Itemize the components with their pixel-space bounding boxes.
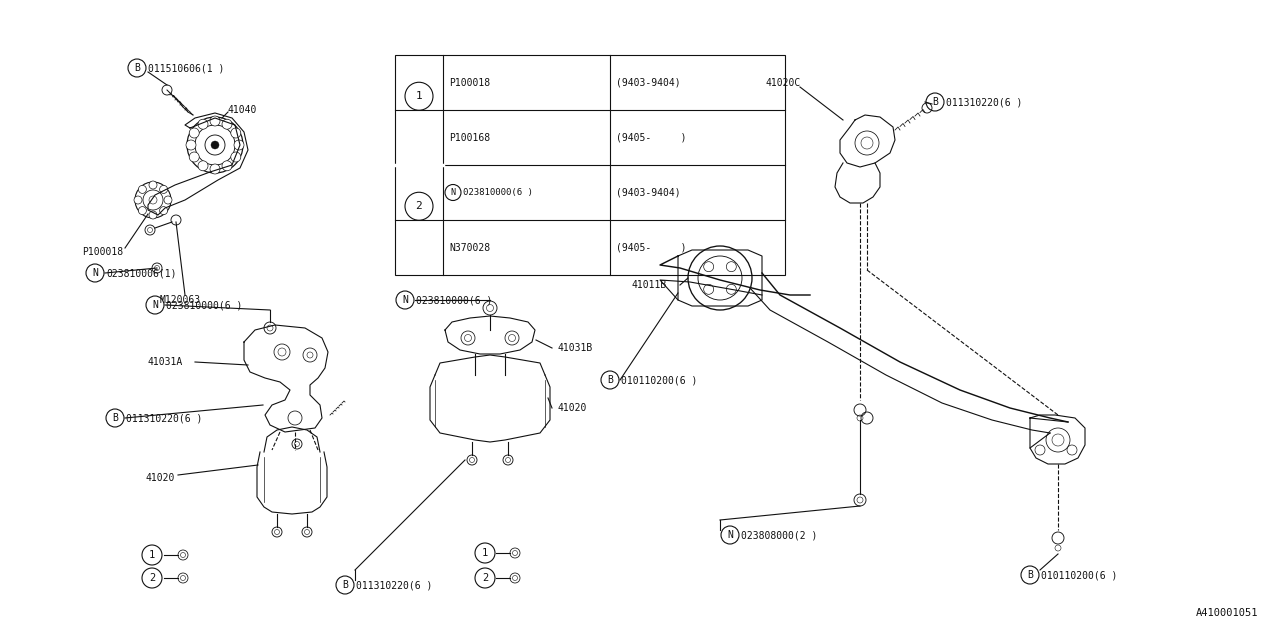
Text: 023808000(2 ): 023808000(2 ) — [741, 530, 818, 540]
Text: (9403-9404): (9403-9404) — [616, 77, 681, 88]
Text: B: B — [607, 375, 613, 385]
Circle shape — [160, 207, 168, 214]
Text: 41020: 41020 — [145, 473, 174, 483]
Circle shape — [221, 161, 232, 171]
Text: 1: 1 — [481, 548, 488, 558]
Text: (9405-     ): (9405- ) — [616, 243, 686, 253]
Text: (9403-9404): (9403-9404) — [616, 188, 681, 198]
Text: A410001051: A410001051 — [1196, 608, 1258, 618]
Circle shape — [134, 196, 142, 204]
Text: P100168: P100168 — [449, 132, 490, 143]
Text: P100018: P100018 — [449, 77, 490, 88]
Text: 023810000(6 ): 023810000(6 ) — [166, 300, 242, 310]
Circle shape — [148, 211, 157, 219]
Text: N: N — [152, 300, 157, 310]
Circle shape — [148, 181, 157, 189]
Text: 011310220(6 ): 011310220(6 ) — [946, 97, 1023, 107]
Text: 1: 1 — [148, 550, 155, 560]
Text: 1: 1 — [416, 92, 422, 101]
Circle shape — [211, 141, 219, 149]
Text: 023810006(1): 023810006(1) — [106, 268, 177, 278]
Text: (9405-     ): (9405- ) — [616, 132, 686, 143]
Text: P100018: P100018 — [82, 247, 123, 257]
Text: 41040: 41040 — [228, 105, 257, 115]
Circle shape — [198, 119, 207, 129]
Circle shape — [138, 207, 146, 214]
Text: 010110200(6 ): 010110200(6 ) — [621, 375, 698, 385]
Circle shape — [189, 128, 200, 138]
Text: 41020C: 41020C — [765, 78, 800, 88]
Text: N: N — [451, 188, 456, 197]
Text: 023810000(6 ): 023810000(6 ) — [416, 295, 493, 305]
Text: N: N — [402, 295, 408, 305]
Text: 2: 2 — [416, 201, 422, 211]
Text: 2: 2 — [481, 573, 488, 583]
Circle shape — [221, 119, 232, 129]
Text: B: B — [113, 413, 118, 423]
Text: 011310220(6 ): 011310220(6 ) — [356, 580, 433, 590]
Text: B: B — [932, 97, 938, 107]
Text: N: N — [92, 268, 99, 278]
Circle shape — [210, 164, 220, 174]
Text: 010110200(6 ): 010110200(6 ) — [1041, 570, 1117, 580]
Circle shape — [164, 196, 172, 204]
Circle shape — [160, 186, 168, 193]
Text: 023810000(6 ): 023810000(6 ) — [463, 188, 532, 197]
Circle shape — [198, 161, 207, 171]
Text: 41031B: 41031B — [558, 343, 593, 353]
Text: B: B — [342, 580, 348, 590]
Bar — [396, 55, 785, 275]
Text: 011510606(1 ): 011510606(1 ) — [148, 63, 224, 73]
Circle shape — [186, 140, 196, 150]
Text: M120063: M120063 — [160, 295, 201, 305]
Text: 011310220(6 ): 011310220(6 ) — [125, 413, 202, 423]
Circle shape — [230, 152, 241, 162]
Text: N: N — [727, 530, 733, 540]
Circle shape — [189, 152, 200, 162]
Text: 2: 2 — [148, 573, 155, 583]
Text: 41020: 41020 — [558, 403, 588, 413]
Text: B: B — [1027, 570, 1033, 580]
Text: B: B — [134, 63, 140, 73]
Text: 41011B: 41011B — [632, 280, 667, 290]
Text: 41031A: 41031A — [148, 357, 183, 367]
Circle shape — [230, 128, 241, 138]
Circle shape — [138, 186, 146, 193]
Circle shape — [210, 116, 220, 126]
Text: N370028: N370028 — [449, 243, 490, 253]
Circle shape — [234, 140, 244, 150]
